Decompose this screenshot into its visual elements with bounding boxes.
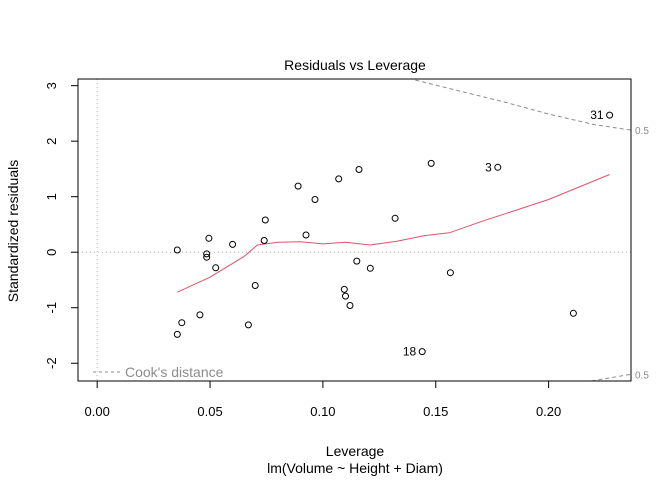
y-axis: -2 -1 0 1 2 3 [44, 82, 79, 369]
data-points: 18 3 31 [173, 108, 614, 359]
smoother-line [177, 174, 610, 293]
data-point [355, 166, 363, 173]
y-tick-label: 0 [44, 249, 59, 256]
x-axis: 0.00 0.05 0.10 0.15 0.20 [85, 380, 561, 419]
data-point [494, 163, 502, 171]
data-point [260, 237, 268, 244]
x-axis-label: Leverage [326, 443, 385, 459]
cooks-contour-lower [591, 373, 632, 382]
y-axis-label: Standardized residuals [5, 160, 21, 302]
cooks-label-upper: 0.5 [635, 126, 649, 137]
data-point [173, 246, 181, 254]
data-point [342, 292, 349, 300]
y-tick-label: 2 [44, 138, 59, 145]
data-point [196, 311, 204, 319]
reference-lines [78, 79, 631, 381]
data-point [569, 309, 577, 317]
x-tick-label: 0.05 [197, 404, 222, 419]
legend: Cook's distance [93, 364, 224, 380]
chart-subtitle: lm(Volume ~ Height + Diam) [267, 460, 443, 476]
data-point [418, 348, 426, 356]
data-point [606, 111, 614, 119]
data-point [294, 182, 302, 190]
data-point [203, 250, 211, 258]
y-tick-label: -2 [44, 357, 59, 369]
data-point [251, 282, 259, 289]
cooks-contour-upper [415, 79, 632, 131]
point-label: 3 [485, 160, 492, 174]
cooks-label-lower: 0.5 [635, 370, 649, 381]
data-point [261, 216, 269, 224]
x-tick-label: 0.10 [310, 404, 335, 419]
x-tick-label: 0.15 [423, 404, 448, 419]
data-point [427, 159, 435, 167]
data-point [302, 231, 310, 239]
data-point [212, 264, 220, 272]
chart-title: Residuals vs Leverage [284, 57, 426, 73]
cooks-distance-contours: 0.5 0.5 [415, 79, 649, 382]
x-tick-label: 0.00 [85, 404, 110, 419]
data-point [366, 264, 374, 272]
data-point [205, 234, 213, 242]
data-point [335, 175, 343, 183]
plot-frame [77, 78, 632, 382]
point-label: 18 [403, 345, 417, 359]
data-point [173, 330, 181, 338]
smoother-layer [177, 174, 610, 293]
data-point [203, 253, 211, 261]
data-point [340, 285, 348, 293]
point-label: 31 [590, 108, 604, 122]
data-point [391, 214, 399, 222]
data-point [244, 321, 252, 329]
data-point [446, 269, 454, 277]
legend-cook-label: Cook's distance [125, 364, 224, 380]
data-point [229, 240, 237, 248]
data-point [178, 319, 186, 327]
data-point [346, 302, 354, 309]
data-point [311, 196, 319, 203]
y-tick-label: 3 [44, 82, 59, 89]
y-tick-label: -1 [44, 302, 59, 314]
y-tick-label: 1 [44, 193, 59, 200]
x-tick-label: 0.20 [536, 404, 561, 419]
data-point [353, 257, 361, 265]
